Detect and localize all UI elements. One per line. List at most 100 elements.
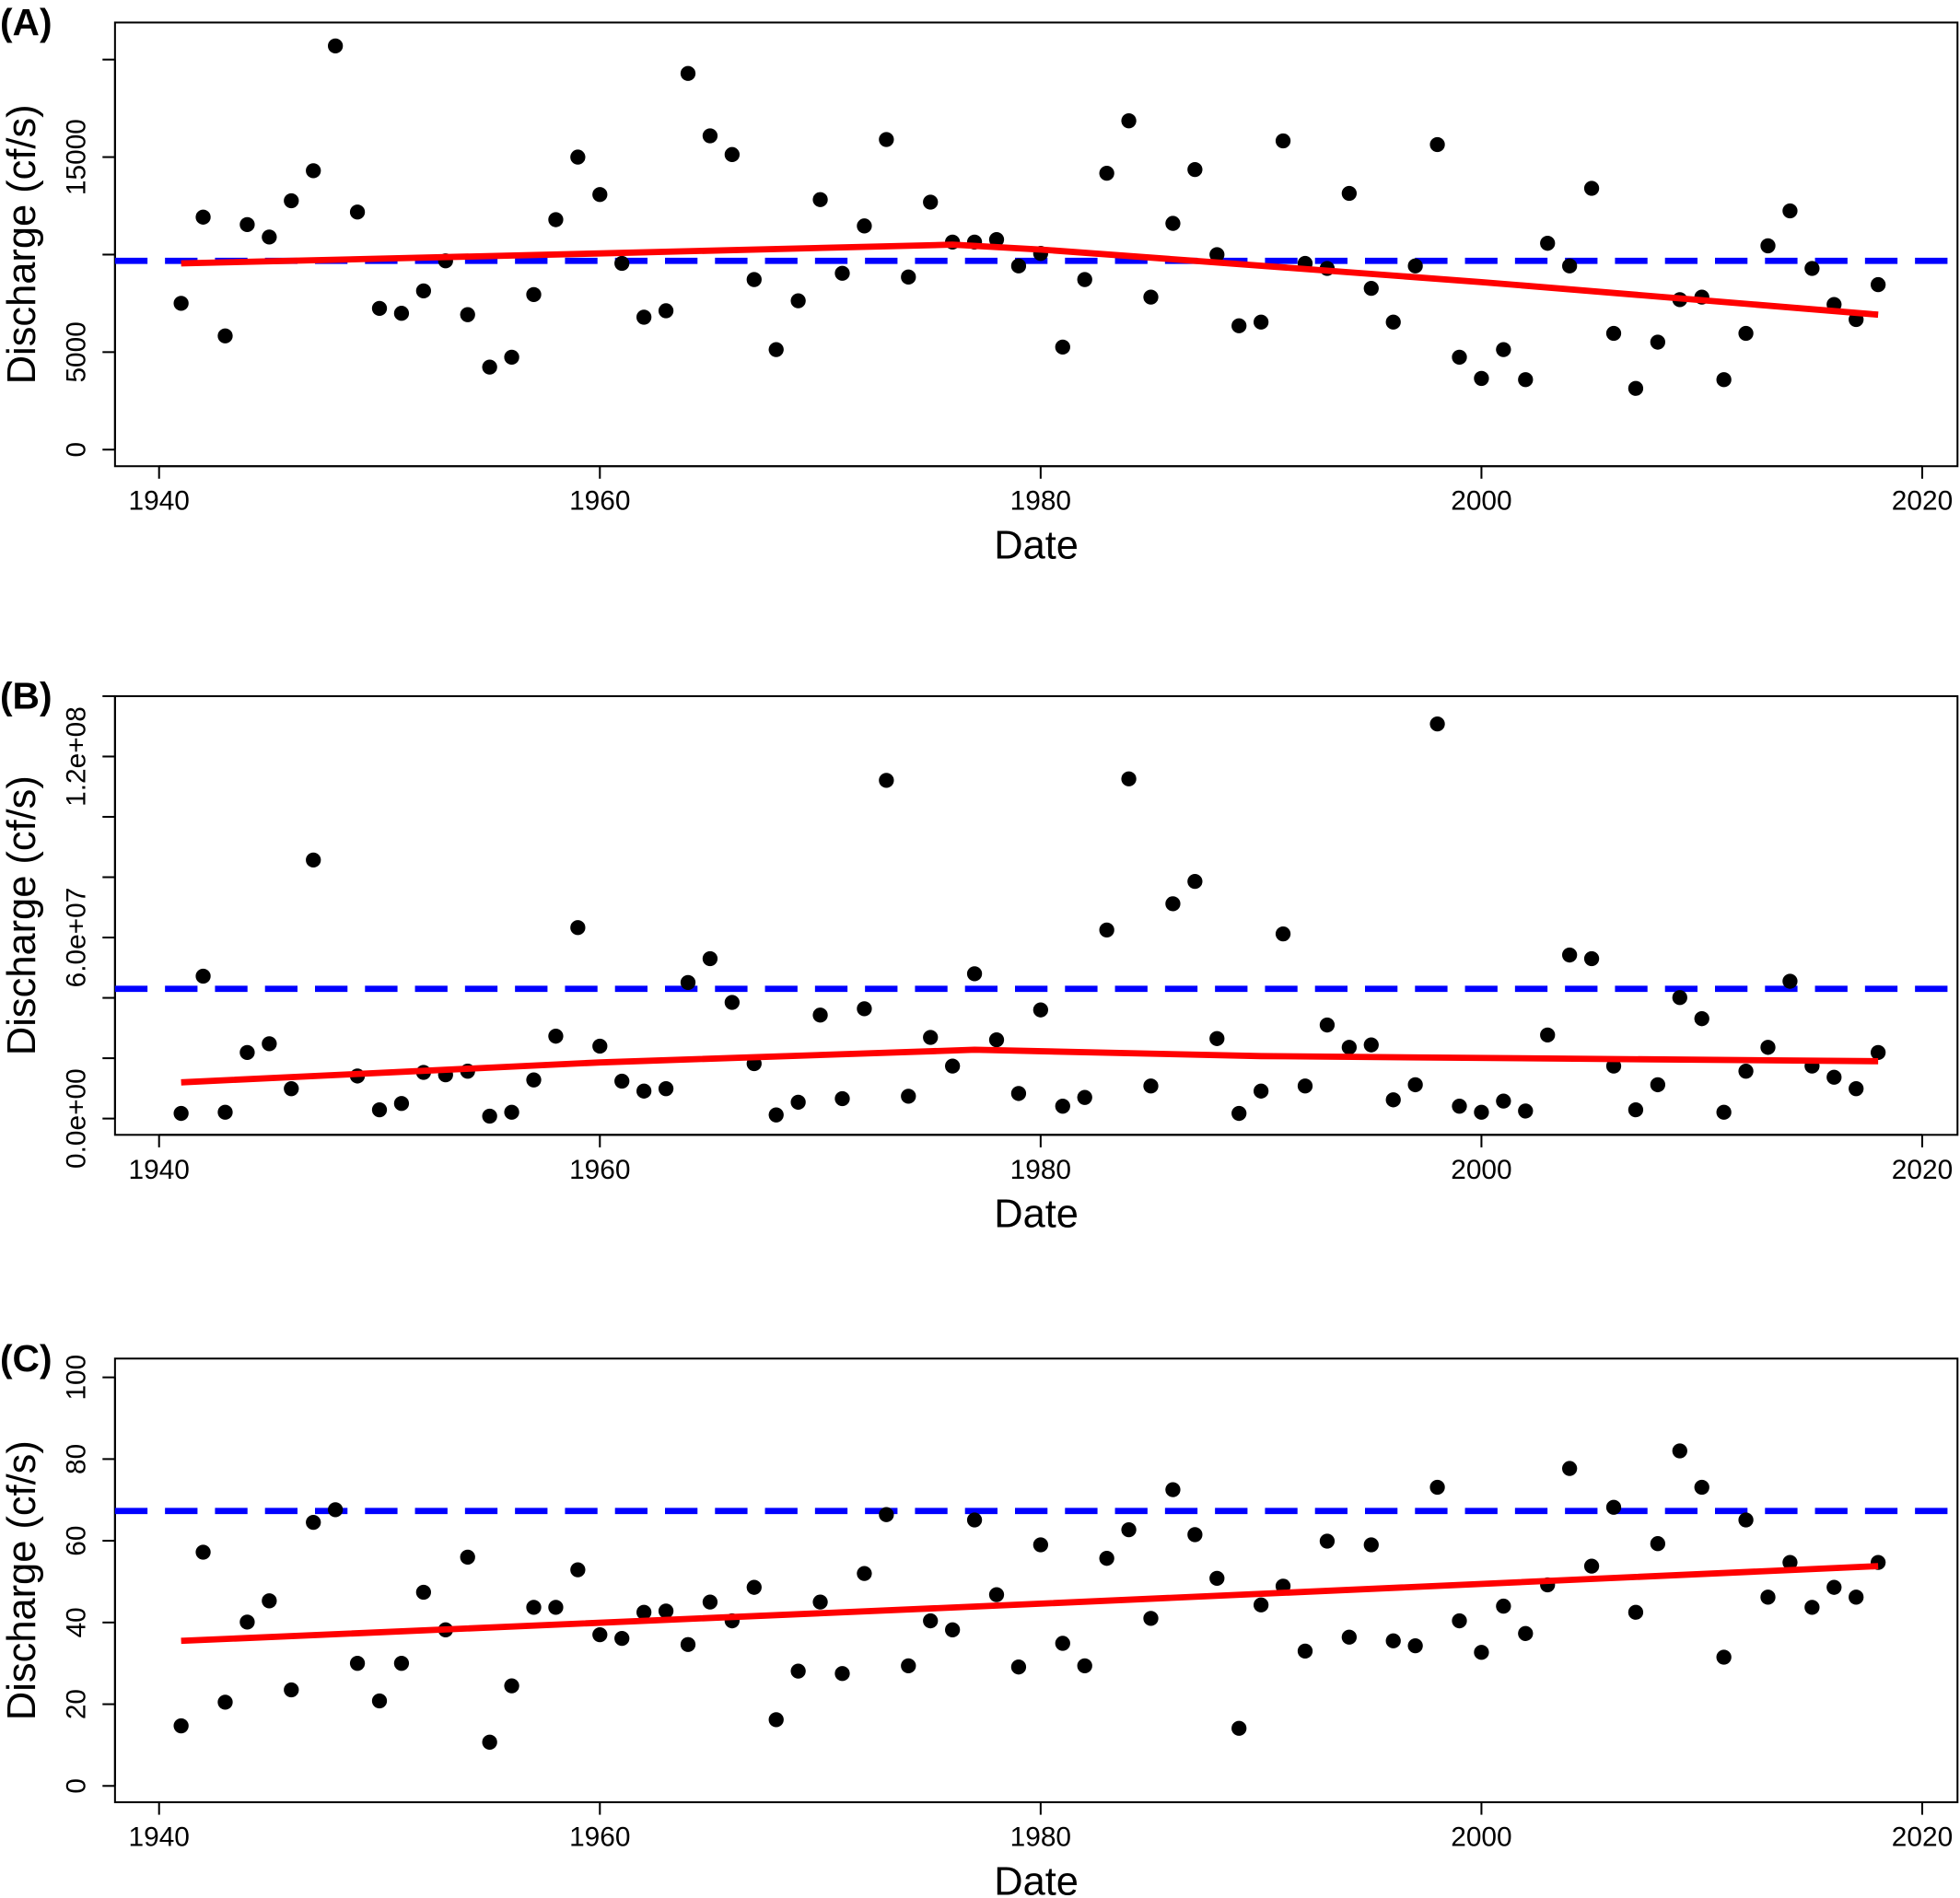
data-point (1254, 1083, 1269, 1099)
data-point (1363, 1537, 1379, 1553)
data-point (173, 1718, 189, 1734)
data-point (1187, 1527, 1203, 1543)
x-tick-label: 1960 (569, 486, 630, 517)
x-axis-label: Date (994, 1859, 1079, 1898)
data-point (1474, 1104, 1489, 1120)
data-point (1562, 947, 1578, 963)
plot-frame (113, 21, 1959, 468)
data-point (1385, 314, 1401, 330)
y-tick-label: 5000 (61, 321, 91, 382)
x-tick-label: 1940 (129, 1822, 190, 1853)
data-point (879, 1507, 894, 1522)
data-point (1672, 1443, 1687, 1459)
data-point (1010, 1086, 1027, 1101)
data-point (1738, 325, 1754, 342)
data-point (1496, 342, 1511, 357)
plot-frame (113, 694, 1959, 1136)
data-point (371, 1101, 388, 1118)
data-point (570, 1562, 586, 1578)
data-point (1804, 1600, 1820, 1615)
data-point (1341, 185, 1357, 202)
data-point (680, 65, 696, 81)
data-point (1297, 1643, 1313, 1659)
data-point (857, 1001, 872, 1017)
data-point (262, 1593, 277, 1609)
x-tick-label: 2020 (1892, 486, 1953, 517)
data-point (1518, 1103, 1534, 1119)
data-point (1055, 1636, 1070, 1651)
panel-title: (A) (0, 1, 52, 43)
data-point (592, 1038, 608, 1054)
data-point (1254, 1597, 1269, 1613)
data-point (988, 232, 1005, 248)
data-point (1099, 166, 1114, 181)
data-point (812, 1007, 828, 1023)
data-point (1782, 1554, 1798, 1570)
data-point (768, 342, 784, 357)
data-point (879, 773, 894, 788)
data-point (901, 1089, 916, 1104)
data-point (746, 272, 762, 287)
data-point (526, 1072, 542, 1088)
data-point (680, 974, 696, 991)
data-point (1187, 161, 1203, 178)
y-tick-label: 1.2e+08 (61, 706, 91, 807)
data-point (834, 265, 850, 281)
data-point (790, 1663, 806, 1679)
data-point (1760, 238, 1776, 254)
data-point (548, 1600, 564, 1615)
data-point (328, 38, 344, 54)
trend-line (181, 1563, 1879, 1645)
data-point (812, 1594, 828, 1610)
data-point (217, 1104, 233, 1120)
trend-line (181, 241, 1879, 319)
data-point (1628, 1101, 1644, 1118)
y-tick-label: 100 (61, 1355, 91, 1401)
data-point (1518, 1625, 1534, 1641)
data-point (239, 216, 255, 232)
data-point (1121, 771, 1137, 786)
data-point (262, 1036, 277, 1052)
data-point (1628, 1604, 1644, 1620)
data-point (1165, 215, 1181, 231)
data-point (1452, 349, 1467, 365)
x-tick-label: 1980 (1010, 1822, 1071, 1853)
data-point (1782, 973, 1798, 989)
data-point (834, 1666, 850, 1682)
data-point (746, 1579, 762, 1595)
data-point (658, 303, 674, 319)
data-point (1650, 1077, 1665, 1093)
data-point (1760, 1040, 1776, 1055)
x-tick-label: 2000 (1451, 1155, 1511, 1185)
data-point (284, 192, 299, 209)
data-point (1363, 280, 1379, 297)
data-point (1165, 896, 1181, 912)
data-point (1363, 1037, 1379, 1053)
y-tick-label: 15000 (61, 119, 91, 195)
data-point (1275, 926, 1291, 942)
data-point (790, 293, 806, 309)
panel-title: (B) (0, 675, 52, 717)
data-point (834, 1090, 850, 1107)
data-point (1231, 1105, 1247, 1122)
data-point (1628, 380, 1644, 396)
data-point (1716, 1104, 1732, 1120)
data-point (262, 229, 277, 245)
y-axis-label: Discharge (cf/s) (0, 104, 44, 384)
data-point (195, 1544, 211, 1560)
data-point (1275, 133, 1291, 149)
data-point (1849, 1589, 1864, 1605)
data-point (1297, 1078, 1313, 1094)
data-point (1583, 950, 1600, 967)
data-point (1231, 1720, 1247, 1736)
y-tick-label: 60 (61, 1525, 91, 1555)
data-point (1209, 1570, 1225, 1587)
x-tick-label: 1960 (569, 1822, 630, 1853)
y-tick-label: 0 (61, 442, 91, 458)
data-point (306, 1514, 321, 1531)
data-point (1452, 1613, 1467, 1629)
data-point (1474, 370, 1489, 387)
data-point (349, 204, 366, 220)
data-point (504, 349, 519, 365)
